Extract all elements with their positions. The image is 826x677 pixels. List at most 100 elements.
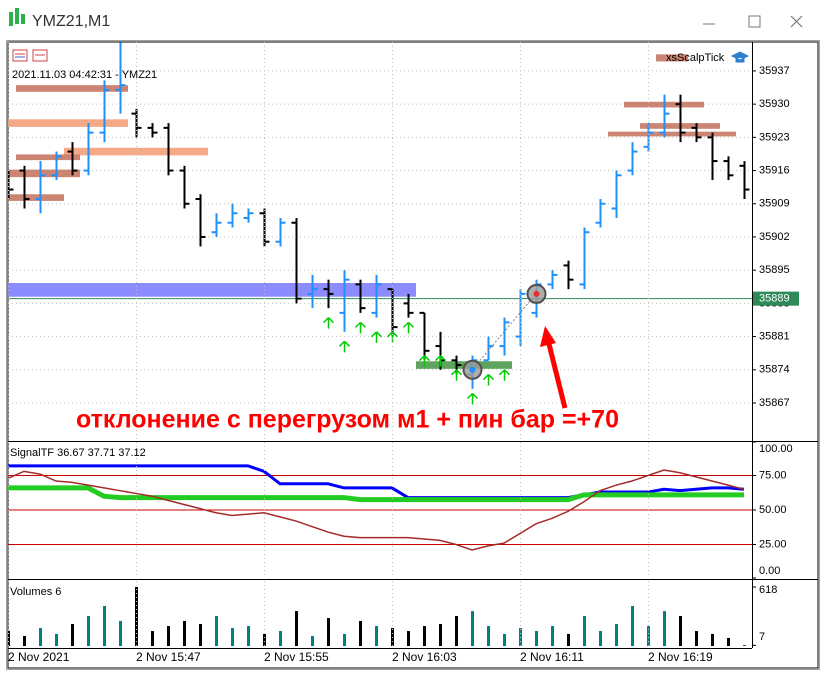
y-tick-label: 35909 xyxy=(759,198,790,210)
signal-arrow xyxy=(370,331,383,343)
volume-bar xyxy=(71,624,74,646)
volume-bar xyxy=(39,628,42,646)
title-bar xyxy=(0,0,826,40)
signal-arrow xyxy=(482,374,495,386)
volume-bar xyxy=(663,611,666,646)
volume-bar xyxy=(359,620,362,646)
volume-bar xyxy=(599,631,602,646)
volume-bar xyxy=(551,626,554,646)
close-button[interactable] xyxy=(790,15,803,28)
chart-frame xyxy=(6,40,820,670)
volume-bar xyxy=(679,616,682,646)
annotation-arrow xyxy=(540,326,568,409)
x-tick-label: 2 Nov 15:47 xyxy=(136,650,201,664)
volume-bar xyxy=(327,618,330,646)
price-zone xyxy=(8,119,128,127)
x-tick-label: 2 Nov 2021 xyxy=(8,650,70,664)
volume-bar xyxy=(23,635,26,646)
signal-arrow xyxy=(450,369,463,381)
volume-bar xyxy=(215,616,218,646)
volume-bar xyxy=(183,620,186,646)
volume-bar xyxy=(503,633,506,646)
volume-bar xyxy=(311,635,314,646)
volume-bar xyxy=(8,631,10,646)
chart-info: 2021.11.03 04:42:31 - YMZ21 xyxy=(12,69,157,81)
volume-bar xyxy=(583,616,586,646)
price-zone xyxy=(608,131,736,137)
price-zone xyxy=(8,169,80,178)
y-tick-label: 25.00 xyxy=(759,538,787,550)
y-tick-label: 100.00 xyxy=(759,443,793,455)
indicator-line xyxy=(8,464,745,500)
volume-bar xyxy=(87,616,90,646)
y-tick-label: 35867 xyxy=(759,397,790,409)
price-panel xyxy=(8,42,752,405)
signal-point-core xyxy=(533,290,540,297)
expert-label: xsScalpTick xyxy=(666,52,725,64)
expert-icon xyxy=(730,51,750,63)
volume-bar xyxy=(647,626,650,646)
volume-bar xyxy=(439,624,442,646)
maximize-button[interactable] xyxy=(748,15,761,28)
volume-bar xyxy=(263,633,266,646)
price-zone xyxy=(8,282,416,297)
volume-bar xyxy=(743,645,746,646)
y-tick-label: 7 xyxy=(759,631,765,643)
signal-link xyxy=(471,293,537,371)
volume-bar xyxy=(455,616,458,646)
signal-arrow xyxy=(354,321,367,334)
chart-toolbar-icons xyxy=(12,49,48,62)
indicator-title: SignalTF 36.67 37.71 37.12 xyxy=(10,447,146,459)
volume-bar xyxy=(423,626,426,646)
current-price-box xyxy=(753,291,799,306)
y-tick-label: 35902 xyxy=(759,231,790,243)
y-tick-label: 0.00 xyxy=(759,565,780,577)
volume-bar xyxy=(279,631,282,646)
y-tick-label: 618 xyxy=(759,584,777,596)
x-tick-label: 2 Nov 16:19 xyxy=(648,650,713,664)
y-tick-label: 35874 xyxy=(759,364,790,376)
signal-arrow xyxy=(466,392,479,405)
volume-bar xyxy=(535,631,538,646)
volume-bar xyxy=(231,628,234,646)
signal-arrow xyxy=(322,317,335,329)
signal-arrow xyxy=(386,331,399,343)
current-price-label: 35889 xyxy=(759,293,790,305)
signal-arrow xyxy=(338,340,351,353)
signal-arrow xyxy=(434,355,447,367)
app-icon xyxy=(9,8,25,26)
volume-bar xyxy=(343,633,346,646)
y-tick-label: 35937 xyxy=(759,65,790,77)
volume-bar xyxy=(55,633,58,646)
volume-bar xyxy=(103,605,106,646)
y-tick-label: 35930 xyxy=(759,98,790,110)
volume-bar xyxy=(615,624,618,646)
x-tick-label: 2 Nov 16:11 xyxy=(520,650,584,664)
signal-point-core xyxy=(469,366,476,373)
volume-bar xyxy=(151,631,154,646)
volume-bar xyxy=(295,611,298,646)
volume-bar xyxy=(247,626,250,646)
indicator-line xyxy=(8,469,745,551)
price-zone xyxy=(8,194,64,201)
price-zone xyxy=(656,54,688,62)
x-tick-label: 2 Nov 16:03 xyxy=(392,650,457,664)
y-tick-label: 35895 xyxy=(759,264,790,276)
y-tick-label: 35916 xyxy=(759,164,790,176)
volume-bar xyxy=(199,624,202,646)
volume-title: Volumes 6 xyxy=(10,586,61,598)
y-tick-label: 75.00 xyxy=(759,469,787,481)
volume-bar xyxy=(407,631,410,646)
price-zone xyxy=(64,147,208,156)
y-tick-label: 35881 xyxy=(759,330,790,342)
volume-bar xyxy=(567,633,570,646)
indicator-panel xyxy=(8,464,752,551)
x-tick-label: 2 Nov 15:55 xyxy=(264,650,329,664)
annotation: отклонение с перегрузом м1 + пин бар =+7… xyxy=(76,406,619,434)
volume-bar xyxy=(375,626,378,646)
y-tick-label: 35923 xyxy=(759,131,790,143)
price-zone xyxy=(16,154,80,161)
volume-bar xyxy=(471,611,474,646)
volume-bar xyxy=(631,605,634,646)
